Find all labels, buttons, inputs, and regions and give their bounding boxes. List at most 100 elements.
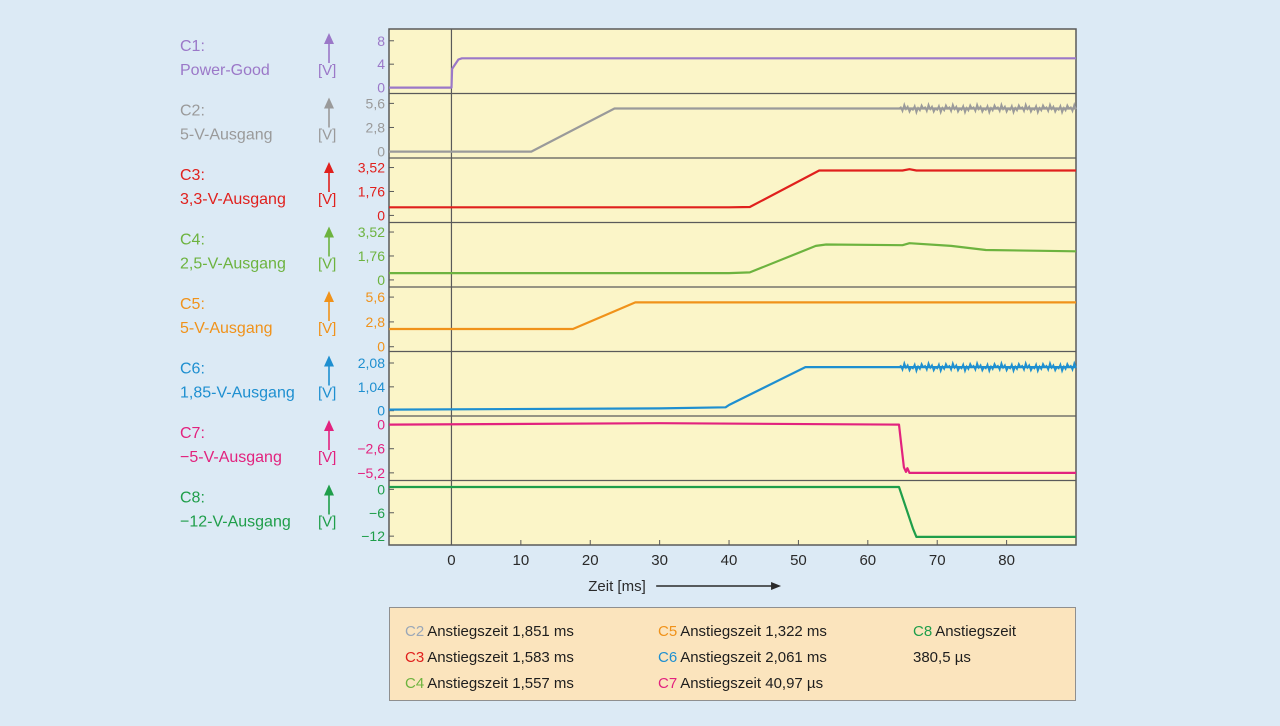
y-tick-label: 0 xyxy=(377,207,385,223)
legend-code: C2 xyxy=(405,623,425,640)
channel-id-label: C7: xyxy=(180,425,205,442)
trace-c3 xyxy=(389,168,1076,209)
x-tick-label: 0 xyxy=(447,552,455,569)
y-tick-label: 0 xyxy=(377,272,385,288)
y-tick-label: 5,6 xyxy=(366,289,386,305)
channel-unit-label: [V] xyxy=(318,62,336,79)
channel-arrow-head xyxy=(324,162,334,173)
legend-text: Anstiegszeit 1,557 ms xyxy=(427,675,574,692)
x-tick-label: 20 xyxy=(582,552,599,569)
y-tick-label: 0 xyxy=(377,339,385,355)
legend-text: Anstiegszeit xyxy=(935,623,1017,640)
y-tick-label: 0 xyxy=(377,403,385,419)
y-tick-label: 2,8 xyxy=(366,314,386,330)
channel-id-label: C4: xyxy=(180,232,205,249)
channel-arrow-head xyxy=(324,484,334,496)
y-tick-label: 8 xyxy=(377,33,385,49)
legend-item-c8-value: 380,5 µs xyxy=(913,649,971,667)
channel-id-label: C2: xyxy=(180,103,205,120)
x-tick-label: 10 xyxy=(513,552,530,569)
legend-code: C6 xyxy=(658,649,678,666)
y-tick-label: 2,8 xyxy=(366,119,386,135)
x-tick-label: 80 xyxy=(998,552,1015,569)
channel-id-label: C1: xyxy=(180,38,205,55)
legend-code: C7 xyxy=(658,675,678,692)
channel-unit-label: [V] xyxy=(318,514,336,531)
legend-item-c3: C3 Anstiegszeit 1,583 ms xyxy=(405,649,574,667)
channel-name-label: 1,85-V-Ausgang xyxy=(180,385,295,402)
legend-text: Anstiegszeit 1,583 ms xyxy=(427,649,574,666)
y-tick-label: 3,52 xyxy=(358,224,385,240)
legend-code: C3 xyxy=(405,649,425,666)
trace-noise-c6 xyxy=(898,360,1077,374)
x-tick-label: 30 xyxy=(651,552,668,569)
rise-time-legend: C2 Anstiegszeit 1,851 ms C3 Anstiegszeit 1… xyxy=(389,607,1076,701)
legend-text: Anstiegszeit 2,061 ms xyxy=(680,649,827,666)
channel-unit-label: [V] xyxy=(318,385,336,402)
y-tick-label: 1,04 xyxy=(358,379,385,395)
channel-unit-label: [V] xyxy=(318,449,336,466)
legend-item-c6: C6 Anstiegszeit 2,061 ms xyxy=(658,649,827,667)
legend-item-c4: C4 Anstiegszeit 1,557 ms xyxy=(405,675,574,693)
channel-arrow-head xyxy=(324,355,334,367)
legend-item-c7: C7 Anstiegszeit 40,97 µs xyxy=(658,675,823,693)
legend-item-c5: C5 Anstiegszeit 1,322 ms xyxy=(658,623,827,641)
y-tick-label: −12 xyxy=(361,528,385,544)
legend-code: C5 xyxy=(658,623,678,640)
y-tick-label: −2,6 xyxy=(357,441,385,457)
y-tick-label: 5,6 xyxy=(366,95,386,111)
legend-item-c8: C8 Anstiegszeit xyxy=(913,623,1016,641)
trace-c1 xyxy=(389,57,1076,89)
trace-c8 xyxy=(389,485,1076,538)
channel-arrow-head xyxy=(324,291,334,302)
legend-text: Anstiegszeit 1,851 ms xyxy=(427,623,574,640)
y-tick-label: 0 xyxy=(377,144,385,160)
legend-item-c2: C2 Anstiegszeit 1,851 ms xyxy=(405,623,574,641)
y-tick-label: −5,2 xyxy=(357,465,385,481)
channel-unit-label: [V] xyxy=(318,320,336,337)
trace-c4 xyxy=(389,242,1077,275)
channel-name-label: 5-V-Ausgang xyxy=(180,320,273,337)
channel-name-label: 2,5-V-Ausgang xyxy=(180,256,286,273)
channel-unit-label: [V] xyxy=(318,191,336,208)
legend-text: Anstiegszeit 1,322 ms xyxy=(680,623,827,640)
channel-arrow-head xyxy=(324,97,334,109)
channel-id-label: C5: xyxy=(180,296,205,313)
y-tick-label: 2,08 xyxy=(358,355,385,371)
y-tick-label: 0 xyxy=(377,417,385,433)
channel-id-label: C8: xyxy=(180,490,205,507)
legend-text: Anstiegszeit 40,97 µs xyxy=(680,675,824,692)
x-tick-label: 50 xyxy=(790,552,807,569)
trace-c7 xyxy=(388,422,1076,474)
trace-c5 xyxy=(389,301,1076,331)
y-tick-label: 4 xyxy=(377,56,385,72)
y-tick-label: 1,76 xyxy=(358,248,385,264)
trace-c2 xyxy=(389,107,1076,153)
legend-code: C8 xyxy=(913,623,933,640)
channel-arrow-head xyxy=(324,226,334,238)
channel-unit-label: [V] xyxy=(318,256,336,273)
y-tick-label: 1,76 xyxy=(358,183,385,199)
channel-name-label: 3,3-V-Ausgang xyxy=(180,191,286,208)
channel-id-label: C3: xyxy=(180,167,205,184)
x-axis-label: Zeit [ms] xyxy=(588,578,646,595)
x-axis-arrow-head xyxy=(771,582,782,590)
channel-arrow-head xyxy=(324,420,334,431)
legend-code: C4 xyxy=(405,675,425,692)
channel-name-label: −12-V-Ausgang xyxy=(180,514,291,531)
channel-unit-label: [V] xyxy=(318,127,336,144)
channel-name-label: 5-V-Ausgang xyxy=(180,127,273,144)
y-tick-label: 0 xyxy=(377,481,385,497)
x-tick-label: 70 xyxy=(929,552,946,569)
x-tick-label: 60 xyxy=(859,552,876,569)
channel-arrow-head xyxy=(324,33,334,44)
x-tick-label: 40 xyxy=(721,552,738,569)
channel-name-label: Power-Good xyxy=(180,62,270,79)
channel-name-label: −5-V-Ausgang xyxy=(180,449,282,466)
channel-id-label: C6: xyxy=(180,361,205,378)
legend-text: 380,5 µs xyxy=(913,649,971,666)
y-tick-label: 3,52 xyxy=(358,160,385,176)
y-tick-label: −6 xyxy=(369,505,385,521)
